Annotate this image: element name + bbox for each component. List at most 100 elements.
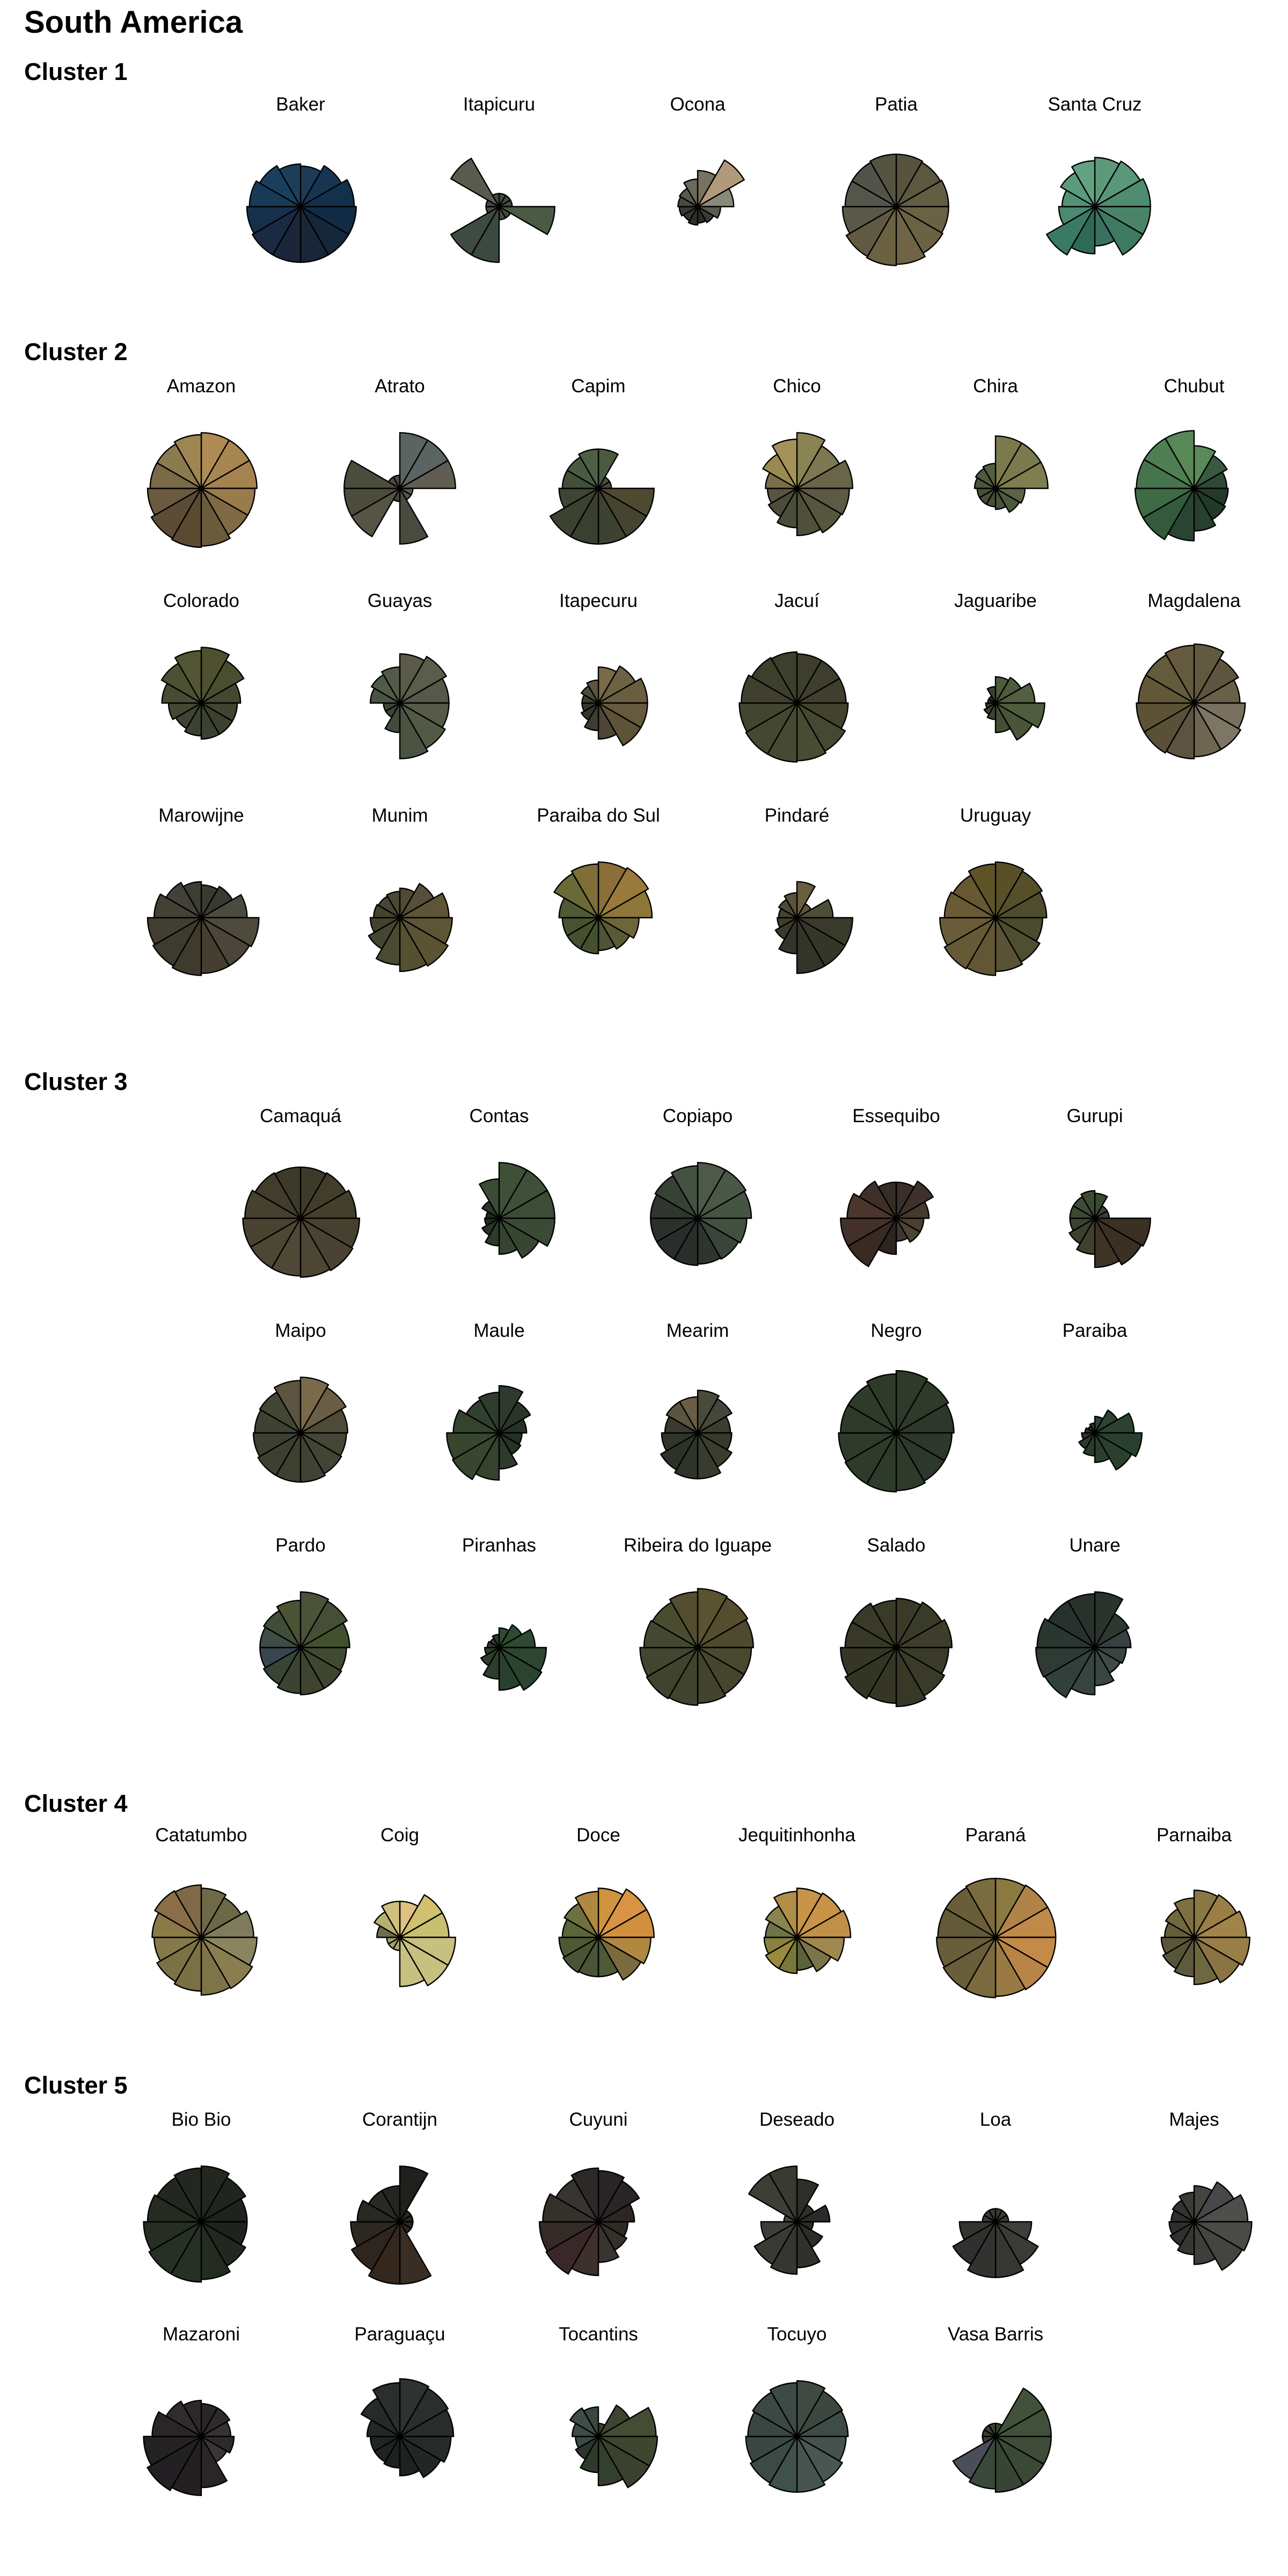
rose-petal — [1071, 160, 1096, 209]
rose-petal — [452, 1409, 502, 1434]
rose-chart-panel: Copiapo — [598, 1106, 797, 1320]
rose-petal — [399, 2434, 421, 2477]
rose-petal — [174, 1884, 202, 1940]
rose-petal — [153, 1890, 203, 1940]
chart-label: Parnaiba — [1156, 1825, 1232, 1846]
chart-label: Pindaré — [764, 805, 830, 826]
rose-petal — [1093, 204, 1144, 256]
rose-petal — [794, 487, 850, 516]
rose-petal — [248, 180, 303, 208]
rose-chart-panel: Chico — [698, 376, 896, 590]
rose-petal — [1169, 2220, 1196, 2247]
chart-label: Loa — [979, 2109, 1012, 2130]
rose-petal — [1094, 1591, 1124, 1650]
rose-petal — [298, 1600, 348, 1650]
rose-petal — [770, 2219, 798, 2275]
rose-petal — [570, 863, 599, 920]
rose-petal — [840, 1646, 899, 1677]
rose-petal — [182, 881, 202, 920]
rose-petal — [994, 2434, 1024, 2493]
rose-petal — [660, 1431, 700, 1471]
rose-petal — [398, 2387, 449, 2439]
chart-label: Baker — [276, 94, 325, 115]
rose-petal — [965, 1877, 997, 1940]
rose-petal — [298, 1386, 347, 1435]
rose-chart — [974, 435, 1049, 514]
rose-petal — [350, 2221, 402, 2248]
chart-label: Uruguay — [960, 805, 1031, 826]
rose-chart-panel: Paraná — [896, 1825, 1095, 2039]
rose-petal — [643, 1620, 700, 1649]
rose-petal — [397, 459, 456, 489]
rose-petal — [143, 2435, 204, 2467]
rose-chart-panel: Doce — [499, 1825, 698, 2039]
rose-chart-panel: Jaguaribe — [896, 590, 1095, 805]
rose-petal — [771, 438, 798, 491]
rose-petal — [683, 178, 699, 209]
rose-chart — [259, 1591, 350, 1696]
rose-petal — [586, 679, 599, 706]
rose-petal — [967, 2219, 997, 2278]
rose-chart-panel: Itapecuru — [499, 590, 698, 805]
rose-petal — [994, 700, 1012, 734]
rose-petal — [1036, 1618, 1097, 1649]
rose-petal — [1193, 1935, 1219, 1986]
rose-chart — [1134, 430, 1229, 541]
chart-label: Ribeira do Iguape — [623, 1535, 772, 1556]
rose-chart — [1078, 1409, 1143, 1471]
rose-petal — [200, 700, 221, 740]
chart-label: Vasa Barris — [947, 2324, 1044, 2345]
rose-petal — [385, 890, 401, 920]
rose-chart-panel: Pardo — [201, 1535, 400, 1750]
rose-petal — [1162, 1935, 1196, 1970]
rose-chart-panel: Munim — [301, 805, 499, 1020]
rose-chart — [151, 1884, 258, 1996]
chart-label: Patia — [875, 94, 918, 115]
rose-chart — [368, 882, 453, 972]
rose-petal — [851, 1602, 898, 1650]
rose-petal — [596, 2180, 640, 2224]
rose-petal — [498, 1385, 524, 1436]
rose-chart-panel: Baker — [201, 94, 400, 309]
rose-petal — [259, 165, 303, 209]
rose-petal — [1035, 1646, 1097, 1678]
rose-petal — [1093, 1216, 1143, 1266]
rose-chart — [1068, 1190, 1151, 1268]
rose-petal — [696, 204, 715, 224]
chart-label: Amazon — [166, 376, 236, 397]
rose-petal — [741, 674, 800, 704]
chart-label: Salado — [867, 1535, 926, 1556]
rose-petal — [398, 655, 448, 705]
rose-petal — [894, 1380, 949, 1435]
rose-petal — [796, 432, 826, 491]
rose-petal — [399, 915, 428, 972]
rose-petal — [372, 2382, 401, 2439]
rose-chart — [939, 861, 1048, 976]
rose-chart — [160, 647, 245, 740]
rose-petal — [840, 1217, 899, 1247]
chart-label: Camaquá — [260, 1106, 341, 1126]
rose-petal — [356, 2199, 402, 2223]
rose-chart — [558, 1887, 655, 1981]
rose-petal — [298, 1408, 349, 1434]
rose-petal — [968, 2434, 997, 2490]
rose-chart-panel: Ocona — [598, 94, 797, 309]
rose-petal — [498, 1216, 518, 1255]
rose-petal — [542, 2193, 601, 2223]
rose-chart — [1035, 1591, 1132, 1699]
rose-petal — [174, 650, 202, 706]
chart-label: Santa Cruz — [1048, 94, 1142, 115]
rose-petal — [397, 2409, 455, 2438]
rose-chart — [360, 2378, 455, 2478]
rose-petal — [646, 1645, 700, 1700]
rose-chart — [841, 153, 949, 267]
rose-petal — [199, 459, 258, 489]
rose-petal — [150, 486, 203, 539]
rose-chart-panel: Pindaré — [698, 805, 896, 1020]
rose-petal — [182, 2399, 202, 2439]
rose-petal — [1058, 206, 1097, 226]
cluster-title: Cluster 3 — [24, 1068, 128, 1095]
rose-petal — [200, 647, 230, 706]
rose-petal — [596, 2202, 635, 2223]
rose-petal — [749, 2434, 799, 2484]
